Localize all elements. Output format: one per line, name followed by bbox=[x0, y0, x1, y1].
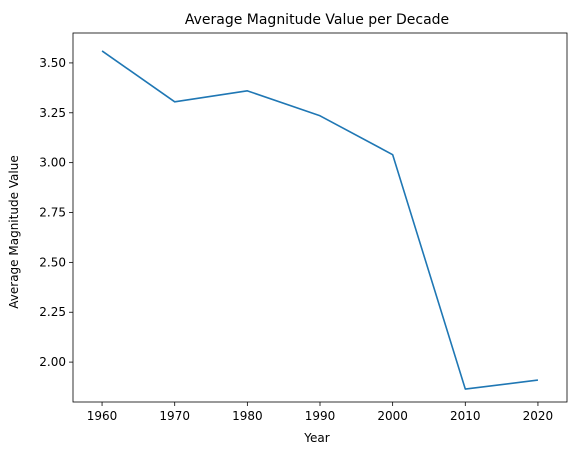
x-tick-label: 1960 bbox=[87, 409, 118, 423]
x-tick-label: 2010 bbox=[450, 409, 481, 423]
plot-area bbox=[72, 32, 568, 403]
y-tick-label: 2.50 bbox=[39, 255, 66, 269]
chart-title: Average Magnitude Value per Decade bbox=[185, 12, 449, 28]
y-tick-label: 2.75 bbox=[39, 206, 66, 220]
x-tick-label: 1990 bbox=[305, 409, 336, 423]
plot-frame bbox=[72, 32, 568, 403]
y-tick-label: 2.00 bbox=[39, 355, 66, 369]
x-tick-label: 2020 bbox=[523, 409, 554, 423]
y-tick-label: 3.00 bbox=[39, 156, 66, 170]
y-tick-label: 2.25 bbox=[39, 305, 66, 319]
x-axis-ticks: 1960 1970 1980 1990 2000 2010 2020 bbox=[87, 402, 553, 423]
x-tick-label: 2000 bbox=[377, 409, 408, 423]
y-axis-ticks: 2.00 2.25 2.50 2.75 3.00 3.25 3.50 bbox=[39, 56, 73, 369]
x-tick-label: 1970 bbox=[159, 409, 190, 423]
series-line-0 bbox=[101, 50, 539, 390]
y-axis-label: Average Magnitude Value bbox=[7, 155, 21, 308]
x-tick-label: 1980 bbox=[232, 409, 263, 423]
x-axis-label: Year bbox=[303, 431, 329, 445]
y-tick-label: 3.25 bbox=[39, 106, 66, 120]
y-tick-label: 3.50 bbox=[39, 56, 66, 70]
